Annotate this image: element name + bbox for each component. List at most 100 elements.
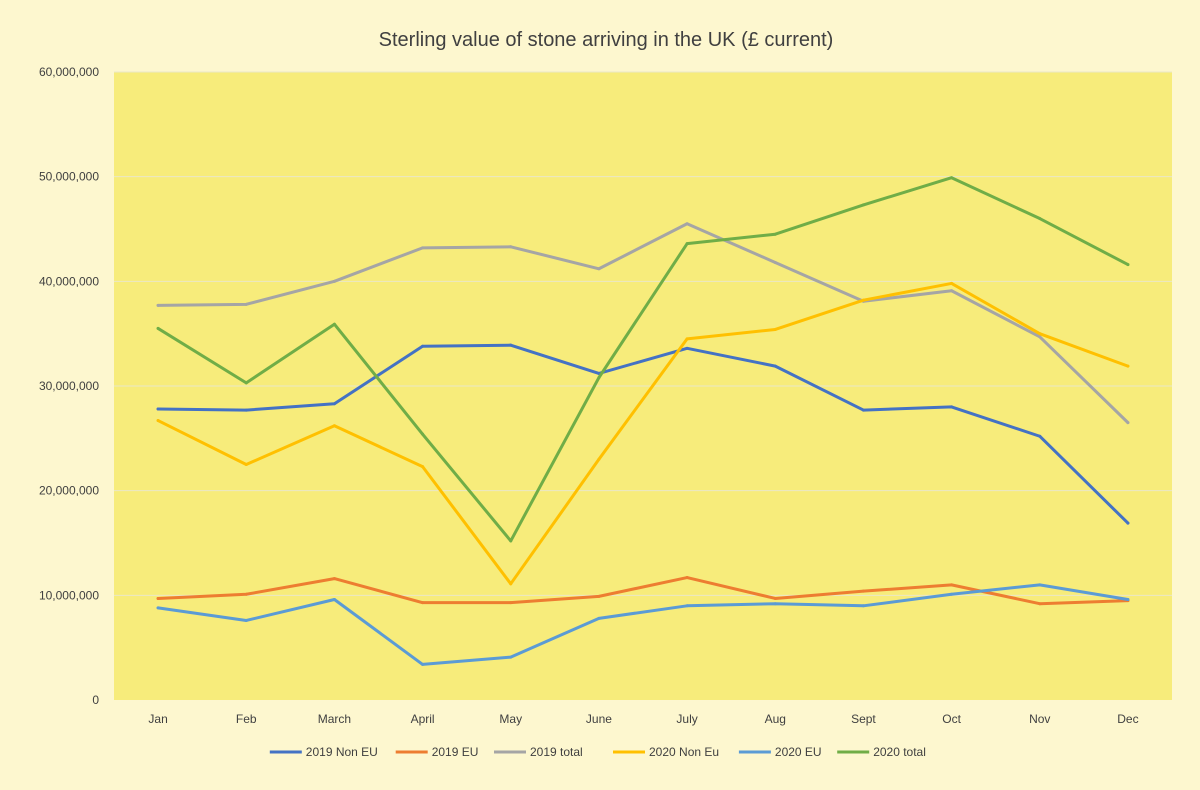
data-point: [685, 222, 689, 226]
y-tick-label: 50,000,000: [39, 170, 99, 184]
data-point: [509, 343, 513, 347]
series-lines: [156, 176, 1130, 666]
chart-title: Sterling value of stone arriving in the …: [379, 29, 834, 51]
legend-label: 2020 Non Eu: [649, 745, 719, 759]
data-point: [332, 402, 336, 406]
data-point: [421, 465, 425, 469]
data-point: [950, 583, 954, 587]
data-point: [685, 242, 689, 246]
data-point: [597, 594, 601, 598]
data-point: [1038, 583, 1042, 587]
data-point: [861, 589, 865, 593]
legend: 2019 Non EU 2019 EU 2019 total 2020 Non Eu 2…: [269, 745, 926, 759]
data-point: [597, 616, 601, 620]
y-tick-label: 20,000,000: [39, 484, 99, 498]
data-point: [1126, 421, 1130, 425]
legend-label: 2019 total: [530, 745, 583, 759]
data-point: [509, 539, 513, 543]
x-tick-label: Aug: [765, 712, 786, 726]
x-tick-label: June: [586, 712, 612, 726]
legend-label: 2019 EU: [432, 745, 479, 759]
data-point: [332, 279, 336, 283]
data-point: [156, 303, 160, 307]
data-point: [332, 598, 336, 602]
data-point: [421, 432, 425, 436]
data-point: [156, 326, 160, 330]
data-point: [332, 424, 336, 428]
data-point: [332, 577, 336, 581]
data-point: [1038, 335, 1042, 339]
y-tick-label: 40,000,000: [39, 274, 99, 288]
x-tick-label: Jan: [148, 712, 167, 726]
y-tick-label: 30,000,000: [39, 379, 99, 393]
gridlines: [114, 71, 1172, 596]
legend-item: 2019 EU: [395, 745, 479, 759]
data-point: [950, 281, 954, 285]
data-point: [1126, 598, 1130, 602]
data-point: [421, 601, 425, 605]
data-point: [685, 576, 689, 580]
data-point: [950, 289, 954, 293]
x-tick-label: May: [499, 712, 522, 726]
data-point: [244, 408, 248, 412]
data-point: [597, 267, 601, 271]
series-line-2: [156, 222, 1130, 425]
data-point: [685, 346, 689, 350]
data-point: [1038, 434, 1042, 438]
data-point: [861, 604, 865, 608]
x-tick-label: Nov: [1029, 712, 1050, 726]
legend-item: 2019 Non EU: [269, 745, 378, 759]
data-point: [509, 655, 513, 659]
data-point: [950, 176, 954, 180]
data-point: [244, 592, 248, 596]
legend-item: 2020 total: [837, 745, 926, 759]
data-point: [509, 582, 513, 586]
data-point: [773, 327, 777, 331]
y-axis: 0 10,000,000 20,000,000 30,000,000 40,000,00…: [39, 65, 99, 707]
x-tick-label: April: [411, 712, 435, 726]
data-point: [861, 203, 865, 207]
data-point: [156, 606, 160, 610]
x-tick-label: Feb: [236, 712, 257, 726]
x-tick-label: Sept: [851, 712, 876, 726]
y-tick-label: 10,000,000: [39, 588, 99, 602]
legend-label: 2019 Non EU: [306, 745, 378, 759]
data-point: [421, 246, 425, 250]
legend-label: 2020 total: [873, 745, 926, 759]
data-point: [773, 602, 777, 606]
data-point: [156, 596, 160, 600]
data-point: [773, 232, 777, 236]
series-line-1: [156, 576, 1130, 606]
x-tick-label: March: [318, 712, 351, 726]
data-point: [597, 376, 601, 380]
data-point: [244, 618, 248, 622]
legend-label: 2020 EU: [775, 745, 822, 759]
y-tick-label: 60,000,000: [39, 65, 99, 79]
data-point: [1126, 521, 1130, 525]
legend-item: 2020 Non Eu: [613, 745, 719, 759]
data-point: [332, 322, 336, 326]
x-axis: Jan Feb March April May June July Aug Sept Oct Nov…: [148, 712, 1138, 726]
y-tick-label: 0: [92, 693, 99, 707]
data-point: [773, 596, 777, 600]
data-point: [421, 344, 425, 348]
data-point: [1038, 217, 1042, 221]
data-point: [685, 604, 689, 608]
series-line-4: [156, 583, 1130, 666]
x-tick-label: Oct: [942, 712, 961, 726]
x-tick-label: July: [676, 712, 697, 726]
data-point: [1126, 263, 1130, 267]
data-point: [1038, 602, 1042, 606]
x-tick-label: Dec: [1117, 712, 1138, 726]
data-point: [1038, 332, 1042, 336]
data-point: [861, 408, 865, 412]
data-point: [156, 407, 160, 411]
series-line-5: [156, 176, 1130, 543]
data-point: [244, 463, 248, 466]
data-point: [421, 662, 425, 666]
data-point: [244, 302, 248, 306]
legend-item: 2020 EU: [738, 745, 822, 759]
data-point: [685, 337, 689, 341]
series-line-3: [156, 281, 1130, 586]
